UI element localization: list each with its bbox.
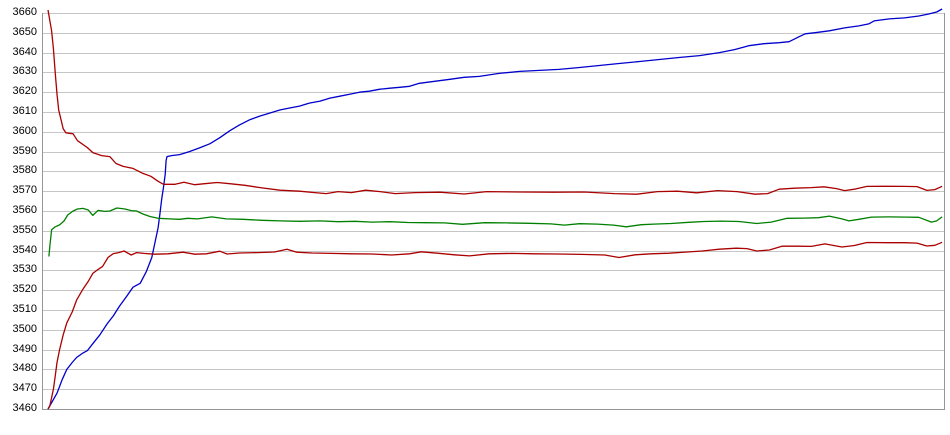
y-axis-tick-label: 3580 bbox=[12, 164, 37, 177]
y-axis-tick-label: 3660 bbox=[12, 6, 37, 18]
y-axis-tick-label: 3610 bbox=[12, 105, 37, 117]
y-axis-tick-label: 3590 bbox=[12, 144, 37, 157]
y-axis-tick-label: 3540 bbox=[12, 243, 37, 256]
series-blue-rising-line bbox=[47, 8, 943, 410]
y-axis-tick-label: 3640 bbox=[12, 45, 37, 58]
y-axis-tick-label: 3570 bbox=[12, 184, 37, 197]
y-axis-tick-label: 3510 bbox=[12, 303, 37, 315]
y-axis-tick-label: 3470 bbox=[12, 382, 37, 395]
y-axis-tick-label: 3520 bbox=[12, 283, 37, 296]
y-axis-tick-label: 3600 bbox=[12, 124, 37, 137]
y-axis-tick-label: 3460 bbox=[12, 402, 37, 414]
y-axis-tick-label: 3550 bbox=[12, 223, 37, 236]
y-axis-tick-label: 3500 bbox=[12, 322, 37, 335]
y-axis-tick-label: 3530 bbox=[12, 263, 37, 276]
series-green-middle-line bbox=[48, 207, 943, 257]
y-axis-tick-label: 3490 bbox=[12, 342, 37, 355]
y-axis-tick-label: 3620 bbox=[12, 85, 37, 98]
y-axis-tick-label: 3630 bbox=[12, 65, 37, 78]
y-axis-tick-label: 3650 bbox=[12, 25, 37, 38]
series-red-upper-band-line bbox=[47, 9, 943, 195]
y-axis-tick-label: 3480 bbox=[12, 362, 37, 375]
y-axis-tick-label: 3560 bbox=[12, 204, 37, 216]
series-red-lower-band-line bbox=[47, 241, 943, 410]
